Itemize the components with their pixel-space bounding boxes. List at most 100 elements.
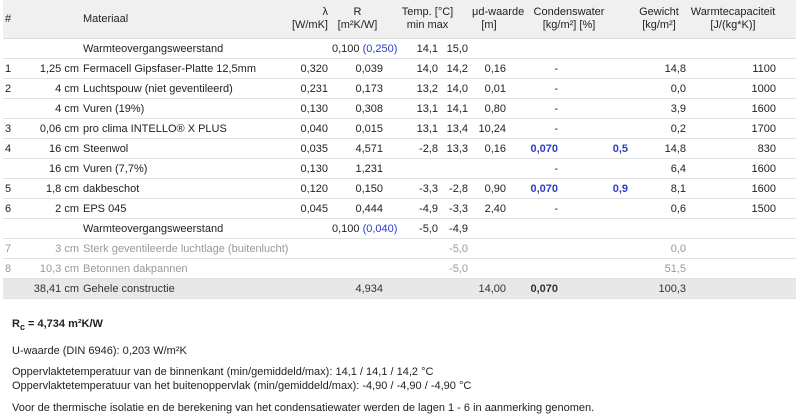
table-row: 8 10,3 cm Betonnen dakpannen -5,0 51,5	[3, 259, 796, 279]
cell: 1600	[751, 102, 776, 115]
cell	[688, 39, 778, 59]
cell: 1000	[751, 82, 776, 95]
cell	[3, 219, 19, 239]
cell	[778, 199, 796, 219]
cell	[560, 59, 630, 79]
cell: 6	[5, 202, 12, 215]
cell: -2,8	[449, 182, 468, 195]
header-cell	[19, 0, 81, 39]
cell	[288, 239, 330, 259]
cell	[508, 259, 560, 279]
cell: Vuren (7,7%)	[83, 162, 148, 175]
cell	[470, 239, 508, 259]
cell: -5,0	[419, 222, 438, 235]
cell: -	[554, 62, 558, 75]
header-unit: [kg/m²] [%]	[542, 19, 596, 31]
header-cell: Warmtecapaciteit [J/(kg*K)]	[688, 0, 778, 39]
cell: 4,934	[330, 278, 385, 299]
cell	[778, 59, 796, 79]
cell	[19, 39, 81, 59]
construction-table: # Materiaal λ [W/mK] R [m²K/W] Temp. [°C] m…	[3, 0, 796, 299]
cell: 38,41 cm	[19, 278, 81, 299]
cell: 13,1	[416, 102, 438, 115]
cell	[778, 159, 796, 179]
cell: 0,16	[484, 62, 506, 75]
cell: 13,1	[416, 122, 438, 135]
cell: 1600	[751, 182, 776, 195]
cell	[560, 79, 630, 99]
cell	[470, 159, 508, 179]
rc-value: = 4,734 m²K/W	[28, 318, 103, 330]
cell: 14,2	[446, 62, 468, 75]
cell: Sterk geventileerde luchtlage (buitenluc…	[83, 242, 289, 255]
cell	[440, 278, 470, 299]
cell: 0,130	[300, 162, 328, 175]
cell: 0,015	[355, 122, 383, 135]
cell	[560, 239, 630, 259]
cell: 14,1	[416, 42, 438, 55]
cell: 0,90	[484, 182, 506, 195]
cell: -3,3	[419, 182, 438, 195]
cell: 0,120	[300, 182, 328, 195]
cell: 1,25 cm	[39, 62, 79, 75]
cell: 16 cm	[49, 142, 79, 155]
header-cell: λ [W/mK]	[288, 0, 330, 39]
cell	[560, 159, 630, 179]
cell: 14,0	[446, 82, 468, 95]
header-text: λ	[322, 6, 329, 18]
cell: 0,070	[530, 142, 558, 155]
cell	[330, 259, 385, 279]
cell: 3 cm	[55, 242, 79, 255]
cell	[560, 99, 630, 119]
cell: 1600	[751, 162, 776, 175]
cell	[385, 259, 440, 279]
cell: -4,9	[449, 222, 468, 235]
header-cell: Materiaal	[81, 0, 288, 39]
r-value-alt: (0,250)	[362, 42, 398, 55]
header-unit: min max	[406, 19, 449, 31]
cell: Betonnen dakpannen	[83, 262, 188, 275]
cell: 0,231	[300, 82, 328, 95]
cell	[560, 199, 630, 219]
cell: 0,130	[300, 102, 328, 115]
cell	[330, 239, 385, 259]
cell	[385, 239, 440, 259]
cell: 100,3	[630, 278, 688, 299]
cell: 3,9	[670, 102, 686, 115]
header-row: # Materiaal λ [W/mK] R [m²K/W] Temp. [°C] m…	[3, 0, 796, 39]
cell: -3,3	[449, 202, 468, 215]
cell: pro clima INTELLO® X PLUS	[83, 122, 227, 135]
cell: 1	[5, 62, 12, 75]
surface-inside: Oppervlaktetemperatuur van de binnenkant…	[12, 366, 434, 378]
cell: 3	[5, 122, 12, 135]
cell	[3, 99, 19, 119]
cell	[688, 278, 778, 299]
cell: EPS 045	[83, 202, 127, 215]
cell: 0,0	[670, 82, 686, 95]
cell	[560, 119, 630, 139]
cell: 0,6	[670, 202, 686, 215]
cell: 0,0	[670, 242, 686, 255]
cell: 4 cm	[55, 82, 79, 95]
cell: -	[554, 102, 558, 115]
cell: 5	[5, 182, 12, 195]
cell	[630, 219, 688, 239]
cell	[19, 219, 81, 239]
cell: Gehele constructie	[81, 278, 288, 299]
header-cell: μd-waarde [m]	[470, 0, 524, 39]
cell: 2,40	[484, 202, 506, 215]
cell	[508, 219, 560, 239]
cell	[778, 179, 796, 199]
cell: 14,00	[470, 278, 508, 299]
r-value: 0,100	[332, 222, 360, 235]
cell	[288, 219, 330, 239]
cell: Vuren (19%)	[83, 102, 145, 115]
cell: 16 cm	[49, 162, 79, 175]
table-row: 1 1,25 cm Fermacell Gipsfaser-Platte 12,5m…	[3, 59, 796, 79]
u-value: U-waarde (DIN 6946): 0,203 W/m²K	[12, 345, 187, 357]
cell: 1,231	[355, 162, 383, 175]
cell: -2,8	[419, 142, 438, 155]
cell	[778, 259, 796, 279]
cell: 0,150	[355, 182, 383, 195]
cell: 8,1	[670, 182, 686, 195]
